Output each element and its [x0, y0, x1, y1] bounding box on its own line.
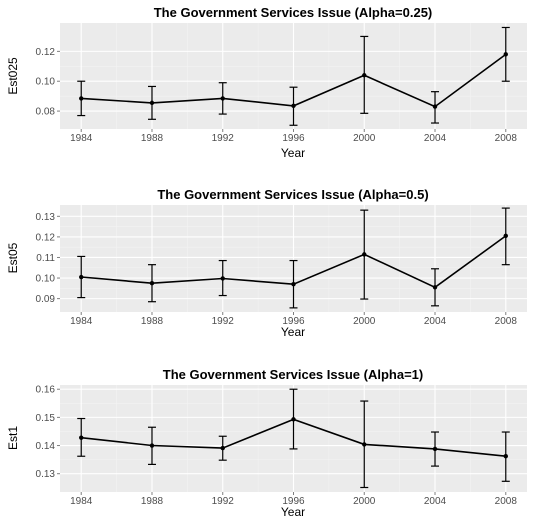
chart-panel-alpha-1: The Government Services Issue (Alpha=1) …: [6, 367, 527, 518]
data-point: [149, 280, 155, 286]
x-tick-label: 1984: [70, 496, 93, 507]
x-tick-label: 2004: [424, 133, 447, 144]
x-tick-label: 1992: [212, 133, 235, 144]
x-tick-label: 2004: [424, 316, 447, 327]
data-point: [79, 96, 84, 101]
data-point: [149, 100, 155, 106]
data-point: [79, 435, 84, 440]
x-tick-label: 1996: [282, 133, 305, 144]
data-point: [362, 252, 367, 257]
y-tick-label: 0.13: [36, 469, 56, 480]
y-axis-title: Est025: [6, 57, 20, 95]
y-tick-labels: 0.13 0.14 0.15 0.16: [36, 385, 60, 480]
y-tick-label: 0.13: [36, 212, 56, 223]
chart-panel-alpha-025: The Government Services Issue (Alpha=0.2…: [6, 5, 527, 160]
data-point: [362, 73, 367, 78]
y-tick-label: 0.08: [36, 107, 56, 118]
x-tick-label: 2008: [495, 133, 518, 144]
chart-title: The Government Services Issue (Alpha=1): [163, 367, 423, 382]
y-axis-title: Est05: [6, 242, 20, 273]
y-tick-label: 0.11: [36, 253, 55, 264]
x-tick-label: 1988: [141, 316, 164, 327]
data-point: [79, 274, 84, 280]
series: [77, 388, 510, 489]
y-tick-label: 0.14: [36, 441, 56, 452]
y-tick-labels: 0.09 0.10 0.11 0.12 0.13: [36, 212, 60, 305]
x-tick-label: 1988: [141, 496, 164, 507]
x-tick-label: 1984: [70, 316, 93, 327]
data-point: [220, 276, 225, 281]
y-tick-labels: 0.08 0.10 0.12: [36, 47, 60, 118]
x-tick-label: 1992: [212, 496, 235, 507]
data-point: [432, 104, 438, 109]
y-tick-label: 0.10: [36, 274, 56, 285]
x-tick-label: 1996: [282, 316, 305, 327]
data-point: [503, 52, 508, 57]
data-point: [503, 454, 508, 459]
y-axis-title: Est1: [6, 426, 20, 450]
series: [77, 26, 510, 126]
y-tick-label: 0.10: [36, 77, 56, 88]
series: [77, 207, 510, 309]
data-point: [220, 445, 225, 451]
data-point: [291, 417, 296, 422]
x-tick-label: 2008: [495, 316, 518, 327]
x-tick-labels: 1984 1988 1992 1996 2000 2004 2008: [70, 129, 517, 144]
x-tick-label: 2000: [353, 133, 376, 144]
x-axis-title: Year: [281, 325, 305, 339]
x-tick-labels: 1984 1988 1992 1996 2000 2004 2008: [70, 312, 517, 327]
y-tick-label: 0.16: [36, 385, 56, 396]
y-tick-label: 0.12: [36, 47, 56, 58]
data-point: [149, 443, 155, 448]
data-point: [432, 446, 438, 452]
x-tick-label: 1992: [212, 316, 235, 327]
x-tick-label: 2008: [495, 496, 518, 507]
chart-panel-alpha-05: The Government Services Issue (Alpha=0.5…: [6, 187, 527, 339]
x-axis-title: Year: [281, 146, 305, 160]
x-tick-label: 1988: [141, 133, 164, 144]
x-tick-label: 2000: [353, 496, 376, 507]
data-point: [291, 282, 296, 287]
chart-title: The Government Services Issue (Alpha=0.5…: [157, 187, 428, 202]
x-tick-labels: 1984 1988 1992 1996 2000 2004 2008: [70, 492, 517, 507]
x-tick-label: 1984: [70, 133, 93, 144]
data-point: [432, 285, 438, 290]
data-point: [291, 103, 296, 109]
y-tick-label: 0.12: [36, 232, 56, 243]
x-tick-label: 2000: [353, 316, 376, 327]
x-axis-title: Year: [281, 505, 305, 518]
data-point: [503, 233, 508, 239]
data-point: [362, 442, 367, 447]
x-tick-label: 1996: [282, 496, 305, 507]
y-tick-label: 0.09: [36, 294, 56, 305]
data-point: [220, 96, 225, 101]
chart-title: The Government Services Issue (Alpha=0.2…: [154, 5, 433, 20]
y-tick-label: 0.15: [36, 413, 56, 424]
x-tick-label: 2004: [424, 496, 447, 507]
